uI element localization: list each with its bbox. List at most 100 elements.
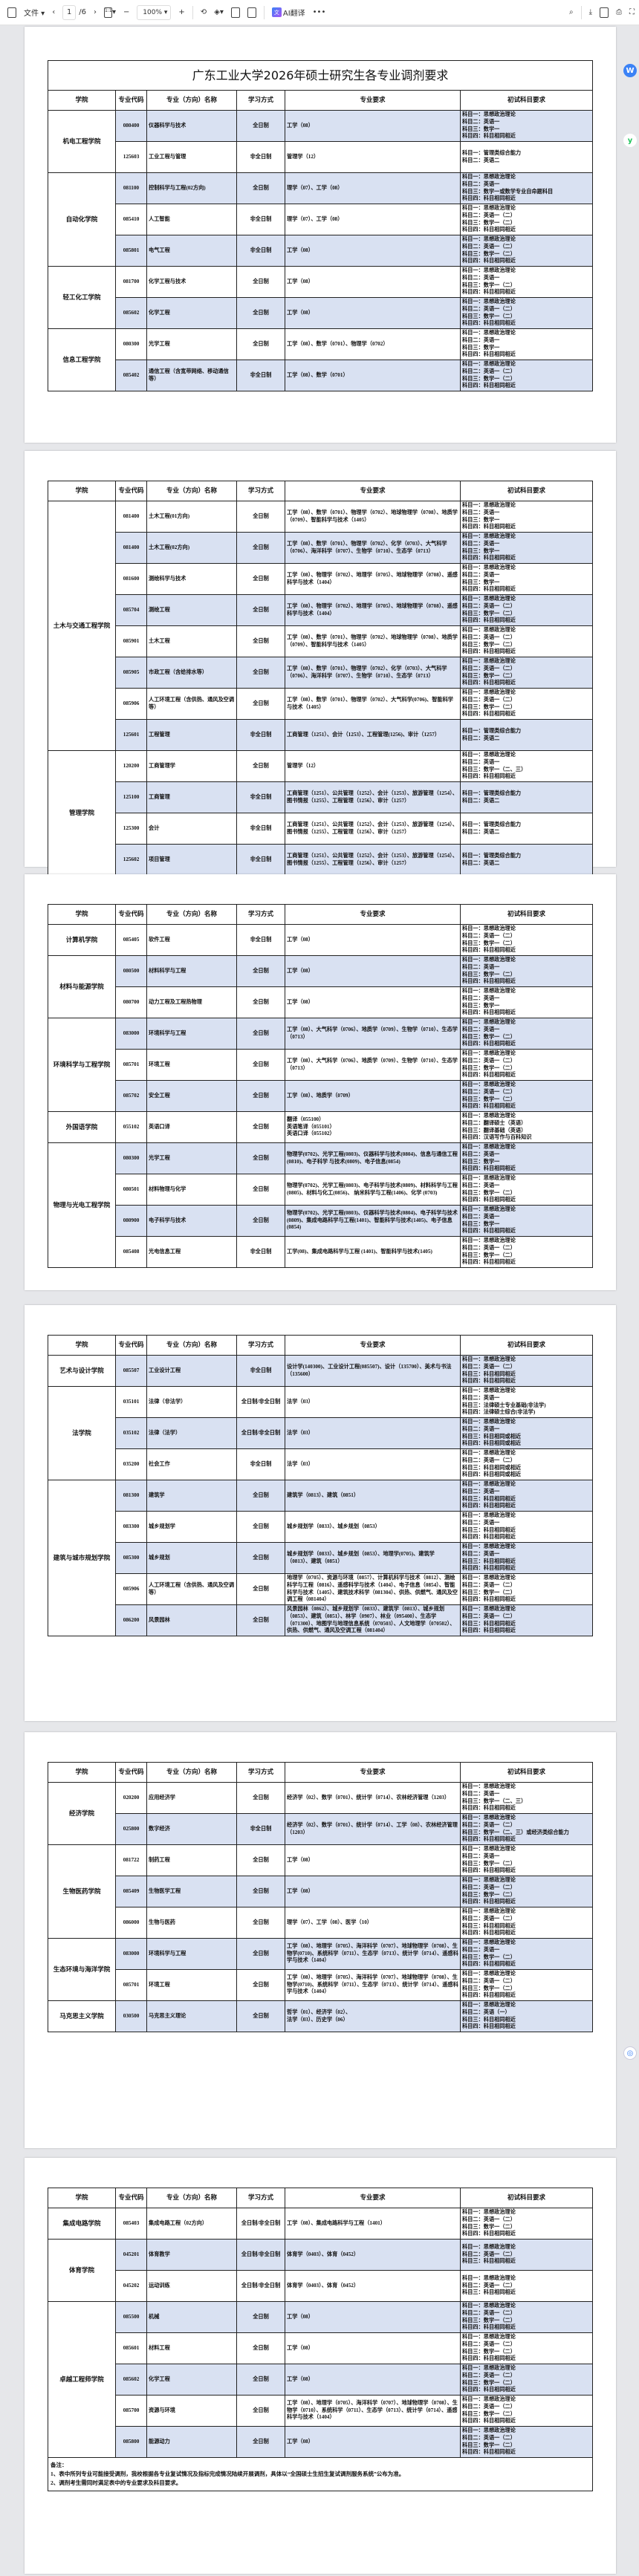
ai-translate-label: AI翻译 (282, 10, 305, 18)
page-number-input[interactable]: 1 (62, 4, 77, 20)
subject-line: 科目一：思想政治理论 (462, 1388, 516, 1394)
subject-line: 科目四：科目相同相近 (462, 258, 516, 264)
subject-line: 科目一：思想政治理论 (462, 1783, 516, 1790)
fit-page-icon[interactable]: 1:1 ▾ (103, 7, 116, 18)
major-name: 材料物理与化学 (146, 1174, 237, 1206)
major-requirement: 工学（08）、数学（0701）、物理学（0702）、大气科学(0706)、智能科… (285, 688, 461, 720)
exam-subjects: 科目一：思想政治理论 科目二：英语一（二） 科目三：数学一（二） 科目四：科目相同相近 (460, 2332, 593, 2364)
subject-line: 科目四：科目相同相近 (462, 648, 516, 655)
subject-line: 科目三：数学一（二） (462, 971, 516, 978)
comment-icon[interactable] (247, 4, 256, 21)
table-row: 集成电路学院 085403 集成电路工程（02方向） 全日制/非全日制 工学（08）、集… (48, 2208, 593, 2240)
page-total: /6 (79, 8, 86, 16)
pdf-toolbar: 文件 ▾ ‹ 1 /6 › 1:1 ▾ − 100% ▾ + ⟲ ◈▾ 文 AI翻译… (0, 0, 639, 25)
exam-subjects: 科目一：思想政治理论 科目二：英语一（二） 科目三：数学一（二） 科目四：科目相同相近 (460, 2426, 593, 2458)
table-row: 物理与光电工程学院 080300 光学工程 全日制 物理学(0702)、光学工程(080… (48, 1142, 593, 1268)
more-button[interactable]: ••• (312, 8, 326, 16)
study-mode: 全日制 (236, 1969, 285, 2001)
subject-line: 科目一：思想政治理论 (462, 2209, 516, 2216)
subject-line: 科目一：思想政治理论 (462, 1815, 516, 1821)
subject-line: 科目三：数学一 (462, 344, 500, 351)
file-menu[interactable]: 文件 ▾ (24, 10, 45, 18)
print-icon[interactable]: ⎙ (616, 8, 622, 16)
major-name: 制药工程 (146, 1844, 237, 1876)
major-name: 光学工程 (146, 328, 237, 360)
major-name: 控制科学与工程(02方向) (146, 172, 237, 204)
subject-line: 科目三：数学一（二） (462, 375, 516, 382)
sidebar-toggle-icon[interactable] (7, 4, 16, 21)
next-page-button[interactable]: › (93, 8, 97, 16)
major-code: 080300 (115, 1142, 147, 1174)
exam-subjects: 科目一：思想政治理论 科目二：英语一（二） 科目三：数学一（二） 科目四：科目相同相近 (460, 594, 593, 626)
zoom-select[interactable]: 100% ▾ (137, 4, 172, 20)
study-mode: 全日制 (236, 2301, 285, 2333)
column-header: 专业代码 (115, 1335, 147, 1356)
subject-line: 科目一：管理类综合能力 (462, 790, 522, 796)
subject-line: 科目一：思想政治理论 (462, 502, 516, 509)
table-row: 085700 资源与环境 全日制 工学（08）、地理学（0705）、海洋科学（0707… (48, 2395, 593, 2427)
subject-line: 科目三：数学一（二） (462, 1891, 516, 1898)
subject-line: 科目四：科目相同相近 (462, 1197, 516, 1203)
subject-line: 科目一：思想政治理论 (462, 2334, 516, 2341)
major-requirement: 理学（07）、工学（08）、医学（10） (285, 1907, 461, 1939)
major-name: 数字经济 (146, 1813, 237, 1845)
major-code: 035101 (115, 1386, 147, 1418)
study-mode: 非全日制 (236, 719, 285, 751)
study-mode: 全日制 (236, 328, 285, 360)
floating-tool-icon[interactable]: ◎ (623, 2046, 637, 2060)
adjustment-table: 学院 专业代码 专业（方向）名称 学习方式 专业要求 初试科目要求 艺术与设计学院 08550… (48, 1335, 593, 1636)
table-row: 085906 人工环境工程（含供热、通风及空调等） 全日制 工学（08）、数学（070… (48, 688, 593, 720)
study-mode: 非全日制 (236, 141, 285, 173)
major-code: 035200 (115, 1448, 147, 1480)
subject-line: 科目三：数学一（二） (462, 672, 516, 679)
zoom-in-button[interactable]: + (178, 8, 185, 16)
subject-line: 科目三：数学一 (462, 547, 500, 554)
exam-subjects: 科目一：思想政治理论 科目二：英语一（二） 科目三：数学一（二） 科目四：科目相同相近 (460, 1573, 593, 1605)
table-row: 045202 运动训练 全日制/非全日制 体育学（0403）、体育（0452） 科目一：… (48, 2270, 593, 2302)
single-page-icon[interactable] (230, 4, 240, 21)
subject-line: 科目一：思想政治理论 (462, 1356, 516, 1363)
exam-subjects: 科目一：思想政治理论 科目二：英语一 科目三：数学一（二） 科目四：科目相同相近 (460, 955, 593, 987)
major-requirement: 管理学（12） (285, 750, 461, 782)
subject-line: 科目三：科目相同相近 (462, 1620, 516, 1627)
column-header: 学习方式 (236, 481, 285, 501)
assistant-y-icon[interactable]: y (623, 134, 637, 147)
word-convert-icon[interactable]: W (623, 64, 637, 77)
subject-line: 科目二：英语一（二） (462, 1821, 516, 1828)
exam-subjects: 科目一：思想政治理论 科目二：英语一（二） 科目三：数学一（二） 科目四：科目相同相近 (460, 688, 593, 720)
subject-line: 科目一：思想政治理论 (462, 236, 516, 243)
major-code: 086000 (115, 1907, 147, 1939)
major-requirement: 体育学（0403）、体育（0452） (285, 2270, 461, 2302)
subject-line: 科目四：科目相同相近 (462, 978, 516, 985)
subject-line: 科目三：数学一（二） (462, 1096, 516, 1102)
study-mode: 全日制 (236, 1111, 285, 1143)
rotate-icon[interactable]: ⟲ (200, 8, 207, 16)
study-mode: 非全日制 (236, 1448, 285, 1480)
study-mode: 全日制 (236, 297, 285, 329)
download-icon[interactable]: ⤓ (588, 8, 592, 16)
search-icon[interactable]: ⌕ (568, 8, 574, 16)
major-code: 085409 (115, 1876, 147, 1907)
ai-translate-button[interactable]: 文 AI翻译 (271, 4, 305, 21)
study-mode: 全日制 (236, 1782, 285, 1814)
prev-page-button[interactable]: ‹ (52, 8, 56, 16)
highlight-icon[interactable]: ◈▾ (214, 8, 224, 16)
subject-line: 科目四：科目相同相近 (462, 1867, 516, 1874)
save-icon[interactable] (600, 4, 609, 21)
subject-line: 科目二：英语一 (462, 1394, 500, 1401)
subject-line: 科目一：思想政治理论 (462, 1237, 516, 1244)
major-code: 085602 (115, 2364, 147, 2396)
table-row: 经济学院 020200 应用经济学 全日制 经济学（02）、数学（0701）、统计学（0… (48, 1782, 593, 1845)
major-code: 085403 (115, 2208, 147, 2240)
major-requirement: 理学（07）、工学（08） (285, 172, 461, 204)
subject-line: 科目一：思想政治理论 (462, 2303, 516, 2309)
subject-line: 科目二：英语一（二） (462, 1915, 516, 1922)
table-row: 体育学院 045201 体育教学 全日制/非全日制 体育学（0403）、体育（0452）… (48, 2239, 593, 2302)
major-requirement: 工学（08）、大气科学（0706）、地质学（0709）、生物学（0710）、生态… (285, 1018, 461, 1050)
zoom-value: 100% (143, 8, 163, 16)
subject-line: 科目一：思想政治理论 (462, 1050, 516, 1057)
zoom-out-button[interactable]: − (123, 8, 130, 16)
table-row: 085800 能源动力 全日制 工学（08） 科目一：思想政治理论 科目二：英语一（二）科… (48, 2426, 593, 2458)
subject-line: 科目四：科目相同相近 (462, 680, 516, 686)
fullscreen-icon[interactable]: ⛶ (629, 8, 635, 16)
